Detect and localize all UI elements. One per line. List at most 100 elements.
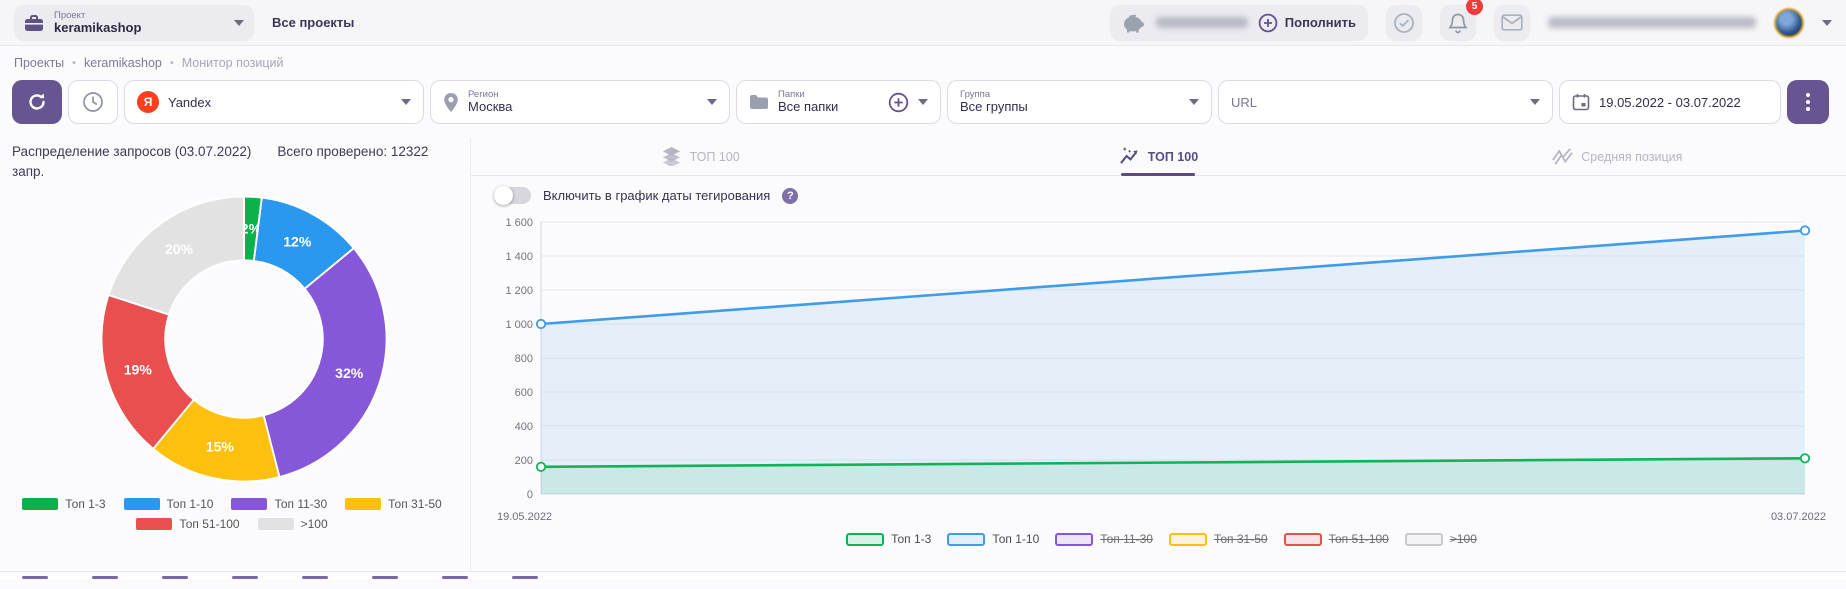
- line-legend-item[interactable]: Топ 1-3: [846, 532, 931, 546]
- y-tick-label: 400: [515, 421, 533, 433]
- topup-button[interactable]: Пополнить: [1258, 13, 1356, 33]
- tab-top100-chart[interactable]: ТОП 100: [929, 138, 1387, 176]
- history-button[interactable]: [68, 80, 118, 124]
- notifications-button[interactable]: 5: [1440, 0, 1483, 41]
- line-legend-item[interactable]: Топ 1-10: [947, 532, 1039, 546]
- donut-slice[interactable]: [262, 246, 388, 478]
- legend-label: Топ 31-50: [1213, 532, 1268, 546]
- legend-swatch: [22, 497, 59, 510]
- user-email-blurred: [1548, 17, 1756, 28]
- chevron-down-icon: [1530, 99, 1540, 105]
- date-range-picker[interactable]: 19.05.2022 - 03.07.2022: [1559, 80, 1781, 124]
- active-tab-underline: [1121, 173, 1196, 176]
- donut-slice-label: 2%: [241, 220, 262, 236]
- folders-select[interactable]: Папки Все папки: [736, 80, 941, 124]
- messages-button[interactable]: [1494, 4, 1530, 41]
- legend-swatch: [123, 497, 160, 510]
- tagging-toggle-switch[interactable]: [494, 186, 531, 205]
- refresh-button[interactable]: [12, 80, 62, 124]
- line-legend-item[interactable]: >100: [1404, 532, 1477, 546]
- groups-select[interactable]: Группа Все группы: [947, 80, 1212, 124]
- add-folder-icon[interactable]: [888, 92, 909, 113]
- y-tick-label: 1 600: [505, 217, 533, 229]
- check-circle-icon: [1394, 12, 1414, 33]
- line-legend-item[interactable]: Топ 11-30: [1055, 532, 1153, 546]
- breadcrumb-item[interactable]: keramikashop: [84, 56, 162, 70]
- briefcase-icon: [25, 14, 43, 31]
- breadcrumb-separator: •: [169, 57, 174, 69]
- url-placeholder: URL: [1231, 94, 1258, 110]
- donut-legend-item[interactable]: Топ 31-50: [345, 497, 442, 511]
- donut-legend-item[interactable]: Топ 1-10: [123, 496, 214, 511]
- filters-toolbar: Я Yandex Регион Москва Папки Все папки Г: [0, 74, 1846, 124]
- more-actions-button[interactable]: [1787, 80, 1829, 124]
- topup-label: Пополнить: [1284, 15, 1356, 30]
- data-point-marker[interactable]: [535, 318, 547, 330]
- donut-slice[interactable]: [107, 195, 245, 316]
- legend-label: >100: [1449, 532, 1477, 546]
- tab-top100-table[interactable]: ТОП 100: [471, 138, 929, 175]
- all-projects-link[interactable]: Все проекты: [272, 15, 355, 30]
- project-label: Проект: [54, 9, 86, 21]
- user-menu-chevron-icon[interactable]: [1822, 19, 1832, 26]
- legend-swatch: [345, 497, 382, 510]
- clock-icon: [83, 92, 103, 112]
- donut-legend-item[interactable]: Топ 11-30: [231, 497, 327, 511]
- x-axis-labels: 19.05.2022 03.07.2022: [495, 510, 1828, 523]
- chevron-down-icon: [401, 99, 411, 105]
- project-selector[interactable]: Проект keramikashop: [14, 4, 254, 41]
- layers-icon: [661, 147, 682, 166]
- search-engine-select[interactable]: Я Yandex: [124, 80, 424, 124]
- help-icon[interactable]: ?: [782, 187, 799, 204]
- legend-swatch: [257, 517, 294, 530]
- region-select[interactable]: Регион Москва: [430, 80, 730, 124]
- data-point-marker[interactable]: [1799, 453, 1811, 464]
- data-point-marker[interactable]: [535, 461, 547, 472]
- line-legend-item[interactable]: Топ 51-100: [1283, 532, 1389, 546]
- avatar[interactable]: [1774, 7, 1804, 38]
- data-point-marker[interactable]: [1799, 225, 1811, 236]
- legend-swatch: [136, 517, 173, 530]
- donut-legend-item[interactable]: Топ 51-100: [136, 517, 240, 531]
- refresh-icon: [29, 93, 45, 110]
- series-area: [541, 458, 1805, 494]
- tasks-button[interactable]: [1386, 4, 1422, 41]
- donut-slice-label: 32%: [335, 364, 364, 380]
- legend-swatch: [1168, 532, 1207, 546]
- series-line: [540, 457, 1806, 469]
- line-legend-item[interactable]: Топ 31-50: [1168, 532, 1268, 546]
- legend-label: Топ 1-10: [166, 496, 214, 511]
- breadcrumb-item: Монитор позиций: [181, 56, 284, 70]
- next-section-hint: [92, 576, 118, 579]
- balance-box: Пополнить: [1109, 4, 1368, 41]
- donut-slice-label: 19%: [124, 361, 153, 377]
- yandex-icon: Я: [137, 91, 159, 113]
- folder-icon: [750, 95, 768, 109]
- tab-label: ТОП 100: [689, 149, 740, 164]
- breadcrumb: Проекты • keramikashop • Монитор позиций: [0, 46, 1846, 74]
- legend-label: >100: [300, 516, 328, 531]
- tab-avg-position[interactable]: Средняя позиция: [1388, 138, 1846, 175]
- legend-label: Топ 11-30: [1100, 532, 1153, 546]
- region-value: Москва: [468, 99, 513, 115]
- legend-swatch: [1283, 532, 1322, 546]
- breadcrumb-item[interactable]: Проекты: [14, 56, 65, 70]
- tagging-toggle-label: Включить в график даты тегирования: [543, 188, 771, 203]
- top-header: Проект keramikashop Все проекты Пополнит…: [0, 0, 1846, 46]
- groups-label: Группа: [960, 88, 991, 100]
- chart-tabs: ТОП 100 ТОП 100 Средняя позиция: [471, 138, 1846, 176]
- y-tick-label: 1 200: [505, 285, 533, 297]
- donut-legend-item[interactable]: Топ 1-3: [22, 497, 106, 511]
- donut-slice[interactable]: [100, 293, 196, 450]
- region-label: Регион: [468, 88, 499, 100]
- location-pin-icon: [444, 92, 458, 112]
- chevron-down-icon: [1189, 99, 1199, 105]
- url-select[interactable]: URL: [1218, 80, 1553, 124]
- donut-legend-item[interactable]: >100: [257, 516, 328, 531]
- legend-label: Топ 51-100: [1328, 532, 1389, 546]
- tagging-toggle-row: Включить в график даты тегирования ?: [471, 176, 1846, 208]
- distribution-panel: Распределение запросов (03.07.2022) Всего…: [0, 138, 470, 571]
- kebab-icon: [1806, 93, 1810, 111]
- breadcrumb-separator: •: [72, 57, 77, 69]
- donut-slice-label: 20%: [165, 241, 194, 257]
